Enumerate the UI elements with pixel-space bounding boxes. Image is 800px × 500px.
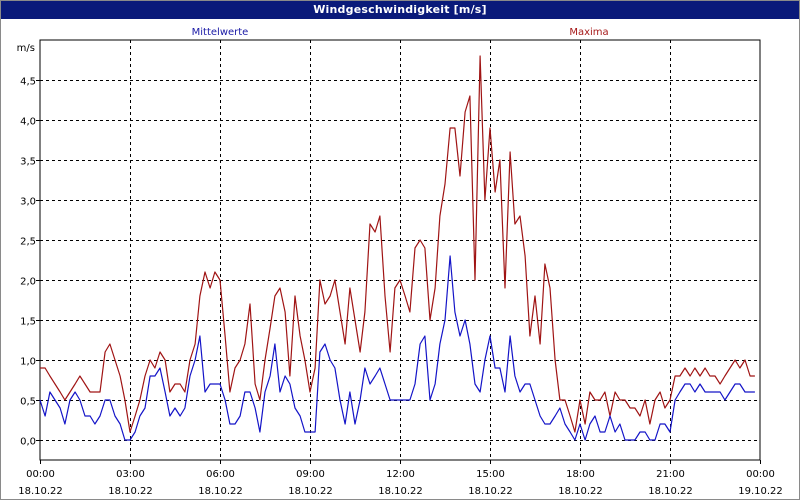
- grid: [36, 40, 761, 464]
- series-line-maxima: [40, 55, 755, 433]
- y-tick-label: 2,0: [20, 277, 36, 288]
- x-tick-time: 00:00: [746, 469, 775, 480]
- x-tick-time: 15:00: [476, 469, 505, 480]
- x-axis: 00:00 18.10.22 03:00 18.10.22 06:00 18.10.22 0…: [18, 469, 783, 497]
- y-tick-label: 3,5: [20, 157, 36, 168]
- x-tick-date: 18.10.22: [198, 486, 243, 497]
- legend-maxima: Maxima: [569, 27, 608, 38]
- x-tick-date: 18.10.22: [288, 486, 333, 497]
- y-axis: 0,0 0,5 1,0 1,5 2,0 2,5 3,0 3,5 4,0 4,5: [20, 77, 36, 448]
- x-tick-date: 18.10.22: [648, 486, 693, 497]
- x-tick-time: 06:00: [206, 469, 235, 480]
- legend-mittelwerte: Mittelwerte: [192, 27, 249, 38]
- y-tick-label: 2,5: [20, 237, 36, 248]
- x-tick-date: 18.10.22: [378, 486, 423, 497]
- x-tick-date: 18.10.22: [558, 486, 603, 497]
- y-axis-unit: m/s: [17, 43, 35, 54]
- series-line-mittelwerte: [39, 255, 755, 441]
- y-tick-label: 1,5: [20, 317, 36, 328]
- x-tick-time: 03:00: [116, 469, 145, 480]
- y-tick-label: 4,5: [20, 77, 36, 88]
- y-tick-label: 1,0: [20, 357, 36, 368]
- series-layer: [39, 55, 755, 441]
- x-tick-date: 18.10.22: [468, 486, 513, 497]
- x-tick-time: 00:00: [26, 469, 55, 480]
- chart-title: Windgeschwindigkeit [m/s]: [1, 1, 799, 19]
- y-tick-label: 4,0: [20, 117, 36, 128]
- x-tick-time: 21:00: [656, 469, 685, 480]
- x-tick-date: 18.10.22: [108, 486, 153, 497]
- x-tick-time: 09:00: [296, 469, 325, 480]
- x-tick-time: 12:00: [386, 469, 415, 480]
- y-tick-label: 3,0: [20, 197, 36, 208]
- x-tick-date: 19.10.22: [738, 486, 783, 497]
- x-tick-date: 18.10.22: [18, 486, 63, 497]
- plot-area: [39, 39, 761, 461]
- y-tick-label: 0,5: [20, 397, 36, 408]
- y-tick-label: 0,0: [20, 437, 36, 448]
- x-tick-time: 18:00: [566, 469, 595, 480]
